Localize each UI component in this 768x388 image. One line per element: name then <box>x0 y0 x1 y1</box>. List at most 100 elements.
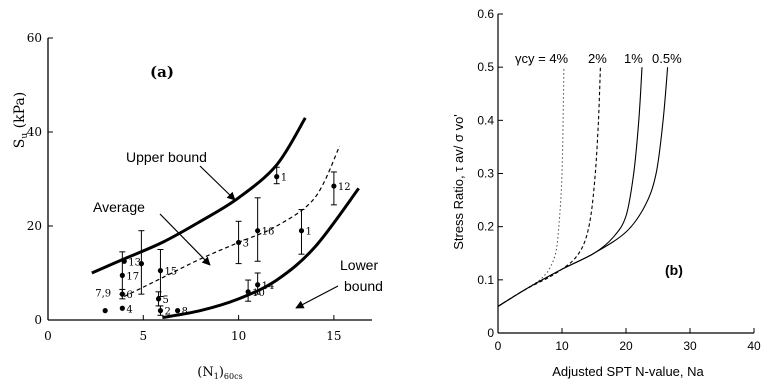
data-point-label: 5 <box>163 295 169 306</box>
data-point-label: 12 <box>338 182 351 193</box>
data-marker <box>298 228 305 234</box>
chart-b-curves <box>497 67 669 307</box>
data-point-label: 8 <box>182 307 188 318</box>
chart-b-y-tick-label: 0.5 <box>477 60 494 74</box>
chart-b-y-tick-label: 0.3 <box>477 167 494 181</box>
data-point: 14 <box>254 272 275 295</box>
chart-b-x-tick-label: 40 <box>747 339 761 353</box>
data-marker <box>255 228 261 234</box>
data-point: 16 <box>254 197 275 262</box>
curve-label-1pct: 1% <box>624 51 643 66</box>
curve-gamma-2pct <box>497 67 601 307</box>
chart-a-panel-label: (a) <box>150 63 174 81</box>
data-point: 3 <box>235 220 249 265</box>
annotation-lower-bound-line-1: Lower <box>340 257 378 273</box>
data-marker <box>138 261 144 267</box>
data-point-label: 1 <box>305 227 311 238</box>
chart-b-panel-label: (b) <box>665 262 683 278</box>
data-marker <box>175 308 181 314</box>
chart-b-y-tick-label: 0.4 <box>477 113 494 127</box>
data-point-label: 7,9 <box>95 289 111 300</box>
data-point: 8 <box>175 307 188 318</box>
chart-b-x-tick-label: 0 <box>495 339 502 353</box>
arrow-lower-bound <box>295 285 339 309</box>
data-point: 10 <box>245 279 265 302</box>
data-point-label: 14 <box>262 281 275 292</box>
chart-a-y-tick-label: 60 <box>27 31 42 45</box>
annotation-lower-bound-line-2: bound <box>344 278 383 294</box>
data-marker <box>157 308 164 314</box>
data-point-label: 16 <box>262 227 275 238</box>
chart-a-y-tick-label: 0 <box>34 313 42 327</box>
chart-b: 0 10 20 30 40 0 0.1 0.2 0.3 0.4 0.5 0.6 Stress Rati… <box>451 7 761 379</box>
data-point: 1 <box>298 209 312 255</box>
data-marker <box>245 289 251 295</box>
data-point-label: 15 <box>164 267 177 278</box>
data-point: 15 <box>157 249 177 297</box>
curve-lower-bound <box>162 187 360 320</box>
annotation-lower-bound: Lower bound <box>340 257 383 294</box>
data-point: 7,9 <box>95 289 111 314</box>
data-point: 1 <box>273 166 287 185</box>
chart-a-y-tick-label: 20 <box>27 219 42 233</box>
curve-upper-bound <box>91 117 307 275</box>
data-point-label: 13 <box>128 257 141 268</box>
data-point-label: 4 <box>126 304 132 315</box>
data-marker <box>102 308 108 314</box>
data-point: 12 <box>330 171 351 206</box>
data-marker <box>235 239 242 246</box>
chart-b-ticks: 0 10 20 30 40 0 0.1 0.2 0.3 0.4 0.5 0.6 <box>477 7 761 353</box>
chart-a-x-tick-label: 5 <box>139 329 147 343</box>
chart-b-x-tick-label: 30 <box>683 339 697 353</box>
data-point-label: 17 <box>126 271 139 282</box>
chart-a-x-tick-label: 15 <box>326 329 341 343</box>
curve-label-2pct: 2% <box>588 51 607 66</box>
chart-b-y-tick-label: 0.6 <box>477 7 494 21</box>
data-point-label: 10 <box>252 288 265 299</box>
data-point: 17 <box>119 251 139 295</box>
data-point: 5 <box>155 291 169 307</box>
chart-a-y-tick-label: 40 <box>27 125 42 139</box>
chart-b-x-tick-label: 10 <box>555 339 569 353</box>
data-point-label: 6 <box>126 290 132 301</box>
chart-a-ylabel: Su (kPa) <box>12 92 30 148</box>
data-marker <box>331 183 337 189</box>
data-marker <box>157 268 164 274</box>
chart-b-ylabel: Stress Ratio, τ av/ σ vo' <box>451 114 466 250</box>
data-point: 2 <box>157 305 171 318</box>
chart-b-x-tick-label: 20 <box>619 339 633 353</box>
curve-label-0-5pct: 0.5% <box>652 51 682 66</box>
data-point-label: 2 <box>164 307 170 318</box>
chart-b-y-tick-label: 0.2 <box>477 220 494 234</box>
chart-a-curves <box>91 117 360 320</box>
curve-average <box>123 145 341 298</box>
curve-gamma-0-5pct <box>497 67 669 307</box>
chart-b-xlabel: Adjusted SPT N-value, Na <box>552 364 704 379</box>
chart-b-y-tick-label: 0 <box>487 326 494 340</box>
chart-b-y-tick-label: 0.1 <box>477 273 494 287</box>
data-point-label: 1 <box>281 173 287 184</box>
data-marker <box>155 296 162 302</box>
legend-gamma-cy: γcy = 4% <box>515 51 569 66</box>
data-point: 4 <box>119 304 133 315</box>
data-marker <box>255 282 261 288</box>
data-point: 6 <box>119 288 133 301</box>
curve-gamma-1pct <box>497 67 643 307</box>
data-marker <box>119 272 125 278</box>
chart-a-x-tick-label: 0 <box>44 329 52 343</box>
data-point: 13 <box>121 257 141 268</box>
chart-a-x-tick-label: 10 <box>231 329 246 343</box>
annotation-average: Average <box>93 199 145 215</box>
data-marker <box>119 305 125 311</box>
chart-a-xlabel: (N1)60cs <box>197 365 242 381</box>
data-marker <box>121 258 127 264</box>
data-marker <box>274 174 280 180</box>
arrow-upper-bound <box>199 165 236 201</box>
annotation-upper-bound: Upper bound <box>126 149 207 165</box>
curve-gamma-4pct <box>497 67 565 307</box>
chart-a-axes <box>47 38 372 321</box>
